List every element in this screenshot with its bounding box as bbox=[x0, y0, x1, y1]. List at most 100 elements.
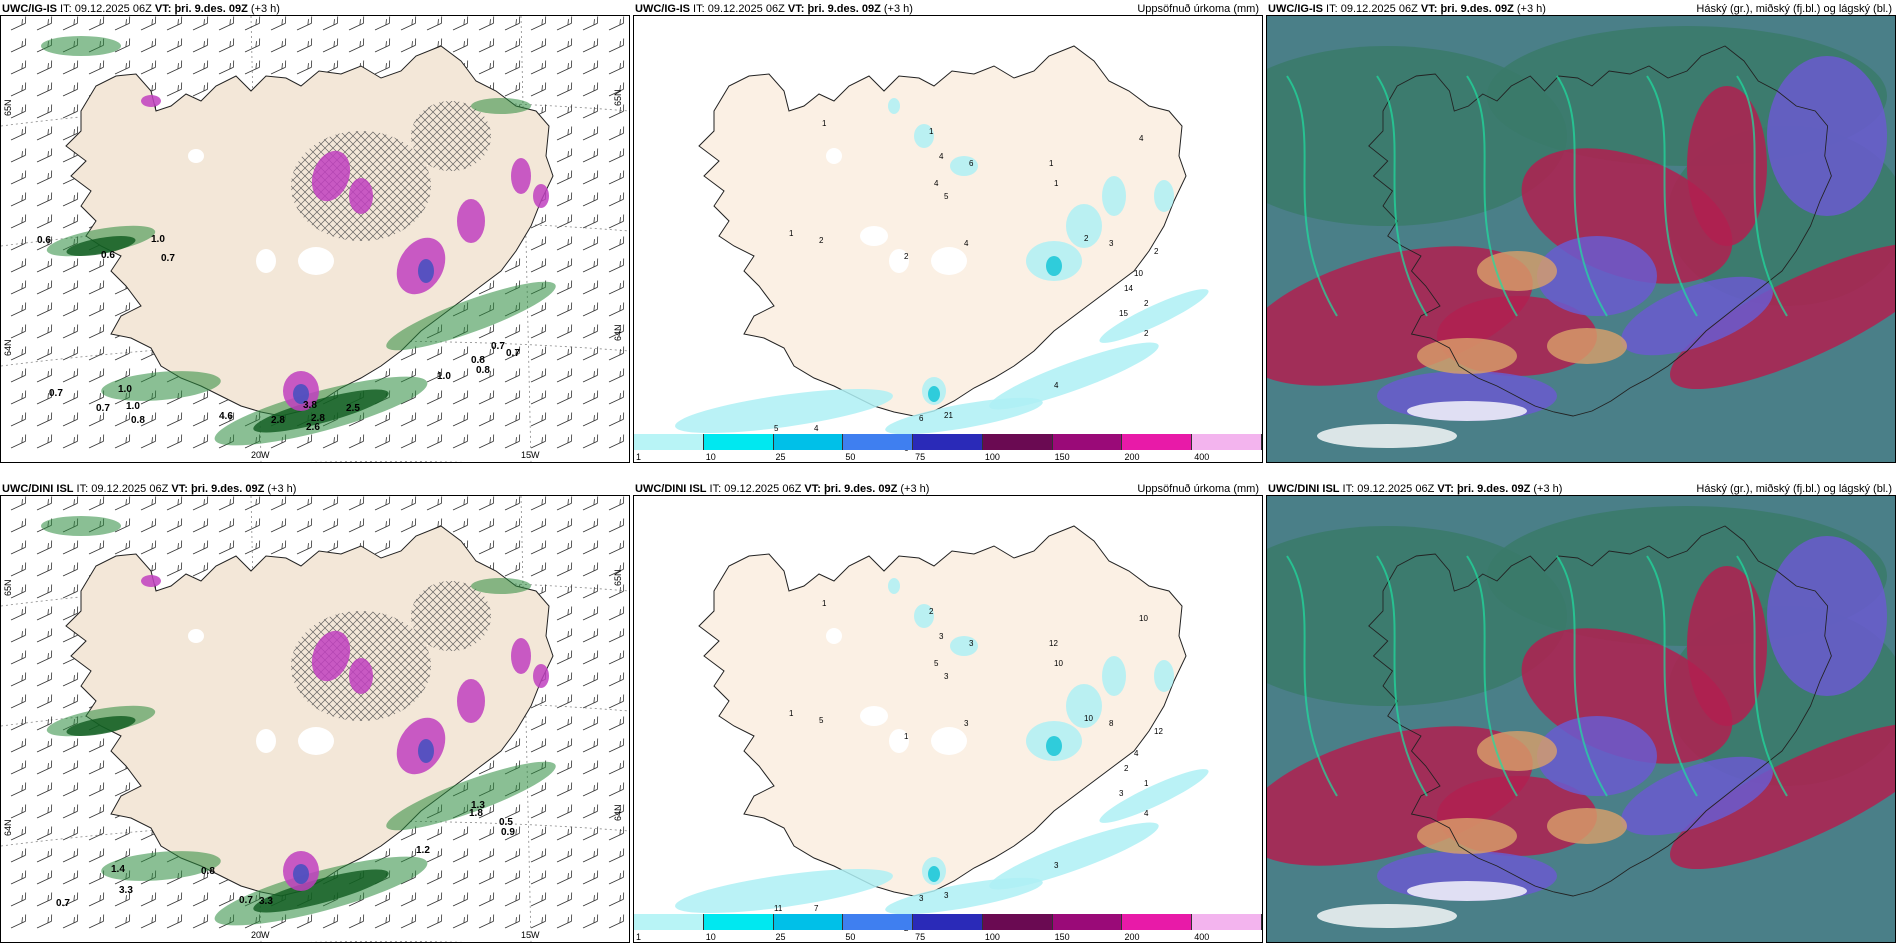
precip-title: Uppsöfnuð úrkoma (mm) bbox=[1137, 3, 1259, 15]
precip-amount-label: 2 bbox=[1144, 299, 1149, 308]
precip-amount-label: 5 bbox=[819, 716, 824, 725]
precip-amount-label: 2 bbox=[904, 252, 909, 261]
precip-value-label: 2.5 bbox=[346, 403, 360, 414]
it-value: 09.12.2025 06Z bbox=[1340, 3, 1418, 15]
precip-value-label: 1.0 bbox=[126, 401, 140, 412]
vt-value: þri. 9.des. 09Z bbox=[174, 3, 248, 15]
precip-amount-label: 2 bbox=[1124, 764, 1129, 773]
cloud-layers-svg bbox=[1267, 496, 1895, 942]
precip-amount-label: 3 bbox=[944, 891, 949, 900]
precip-amount-label: 1 bbox=[822, 119, 827, 128]
it-label: IT: bbox=[1323, 3, 1341, 15]
precip-value-label: 0.6 bbox=[101, 250, 115, 261]
colorbar-swatch bbox=[1052, 434, 1123, 450]
lead-time: (+3 h) bbox=[264, 483, 297, 495]
cloud-cover-map-row1 bbox=[1266, 15, 1896, 463]
colorbar-swatch bbox=[703, 434, 774, 450]
panel-header: UWC/DINI ISL IT: 09.12.2025 06Z VT: þri.… bbox=[0, 480, 630, 498]
model-name: UWC/IG-IS bbox=[635, 3, 690, 15]
precip-value-label: 0.8 bbox=[201, 866, 215, 877]
precip-amount-label: 12 bbox=[1154, 727, 1163, 736]
longitude-label: 15W bbox=[521, 930, 540, 940]
lead-time: (+3 h) bbox=[897, 483, 930, 495]
colorbar-tick: 75 bbox=[915, 932, 926, 942]
precip-amount-label: 5 bbox=[934, 659, 939, 668]
precip-amount-label: 2 bbox=[1144, 329, 1149, 338]
precip-value-label: 1.8 bbox=[469, 808, 483, 819]
precip-colorbar: 1 10 25 50 75 100 150 200 400 bbox=[634, 914, 1262, 942]
latitude-label: 65N bbox=[613, 89, 623, 106]
precip-amount-label: 1 bbox=[789, 709, 794, 718]
cloud-cover-map-row2 bbox=[1266, 495, 1896, 943]
latitude-label: 64N bbox=[613, 804, 623, 821]
latitude-label: 64N bbox=[613, 324, 623, 341]
precip-value-label: 0.8 bbox=[476, 365, 490, 376]
cloud-title: Háský (gr.), miðský (fj.bl.) og lágský (… bbox=[1696, 483, 1892, 495]
colorbar-tick: 1 bbox=[636, 932, 642, 942]
precip-amount-label: 3 bbox=[1054, 861, 1059, 870]
precip-amount-label: 8 bbox=[1109, 719, 1114, 728]
colorbar-swatch bbox=[843, 914, 914, 930]
colorbar-swatch bbox=[634, 914, 704, 930]
precip-amount-label: 3 bbox=[1109, 239, 1114, 248]
latitude-label: 65N bbox=[3, 579, 13, 596]
colorbar-swatch bbox=[982, 914, 1053, 930]
precip-amount-label: 12 bbox=[1049, 639, 1058, 648]
panel-header: UWC/IG-IS IT: 09.12.2025 06Z VT: þri. 9.… bbox=[1266, 0, 1896, 18]
precip-amount-label: 3 bbox=[919, 894, 924, 903]
precip-amount-label: 21 bbox=[944, 411, 953, 420]
precip-amount-label: 10 bbox=[1084, 714, 1093, 723]
precip-value-label: 2.6 bbox=[306, 422, 320, 433]
precip-amount-label: 14 bbox=[1124, 284, 1133, 293]
wind-precip-map-row2: 0.7 1.4 3.3 0.8 0.7 3.3 1.8 1.2 0.5 0.9 1.3 65N 64N 6… bbox=[0, 495, 630, 943]
colorbar-tick: 150 bbox=[1054, 932, 1070, 942]
precip-amount-label: 6 bbox=[969, 159, 974, 168]
colorbar-swatch bbox=[1122, 914, 1193, 930]
colorbar-tick: 75 bbox=[915, 452, 926, 462]
colorbar-tick: 100 bbox=[984, 932, 1000, 942]
precip-amount-label: 4 bbox=[939, 152, 944, 161]
precip-amount-label: 1 bbox=[1049, 159, 1054, 168]
colorbar-swatch bbox=[1052, 914, 1123, 930]
colorbar-tick: 10 bbox=[705, 932, 716, 942]
model-name: UWC/DINI ISL bbox=[1268, 483, 1340, 495]
wind-barb-map: 0.60.70.71.00.61.00.71.00.8 4.6 2.8 2.82.62… bbox=[1, 16, 629, 462]
colorbar-tick: 50 bbox=[845, 932, 856, 942]
panel-header: UWC/DINI ISL IT: 09.12.2025 06Z VT: þri.… bbox=[633, 480, 1263, 498]
vt-value: þri. 9.des. 09Z bbox=[823, 483, 898, 495]
precip-amount-label: 1 bbox=[904, 732, 909, 741]
vt-label: VT: bbox=[1417, 3, 1441, 15]
longitude-label: 15W bbox=[521, 450, 540, 460]
precip-amount-label: 10 bbox=[1054, 659, 1063, 668]
precip-amount-label: 1 bbox=[1144, 779, 1149, 788]
precip-value-label: 3.8 bbox=[303, 400, 317, 411]
precip-amount-label: 7 bbox=[814, 904, 819, 913]
vt-value: þri. 9.des. 09Z bbox=[190, 483, 265, 495]
vt-label: VT: bbox=[784, 3, 808, 15]
precip-amount-label: 3 bbox=[964, 719, 969, 728]
precip-amount-label: 3 bbox=[939, 632, 944, 641]
precip-amount-label: 10 bbox=[1139, 614, 1148, 623]
it-value: 09.12.2025 06Z bbox=[74, 3, 152, 15]
precip-amount-label: 10 bbox=[1134, 269, 1143, 278]
vt-label: VT: bbox=[168, 483, 191, 495]
colorbar-swatch bbox=[634, 434, 704, 450]
precip-amount-label: 1 bbox=[822, 599, 827, 608]
precip-amount-label: 4 bbox=[1144, 809, 1149, 818]
latitude-label: 64N bbox=[3, 819, 13, 836]
colorbar-swatch bbox=[703, 914, 774, 930]
vt-value: þri. 9.des. 09Z bbox=[807, 3, 881, 15]
colorbar-tick: 25 bbox=[775, 932, 786, 942]
lead-time: (+3 h) bbox=[1513, 3, 1546, 15]
precip-colorbar: 1 10 25 50 75 100 150 200 400 bbox=[634, 434, 1262, 462]
it-value: 09.12.2025 06Z bbox=[707, 3, 785, 15]
precip-value-label: 1.2 bbox=[416, 845, 430, 856]
panel-header: UWC/DINI ISL IT: 09.12.2025 06Z VT: þri.… bbox=[1266, 480, 1896, 498]
precip-value-label: 0.7 bbox=[239, 895, 253, 906]
precip-amount-label: 4 bbox=[934, 179, 939, 188]
model-name: UWC/DINI ISL bbox=[2, 483, 74, 495]
colorbar-tick: 50 bbox=[845, 452, 856, 462]
accum-precip-svg: 123353115312101010812423433117231 bbox=[675, 525, 1209, 933]
vt-label: VT: bbox=[801, 483, 824, 495]
precip-value-label: 0.5 bbox=[499, 817, 513, 828]
